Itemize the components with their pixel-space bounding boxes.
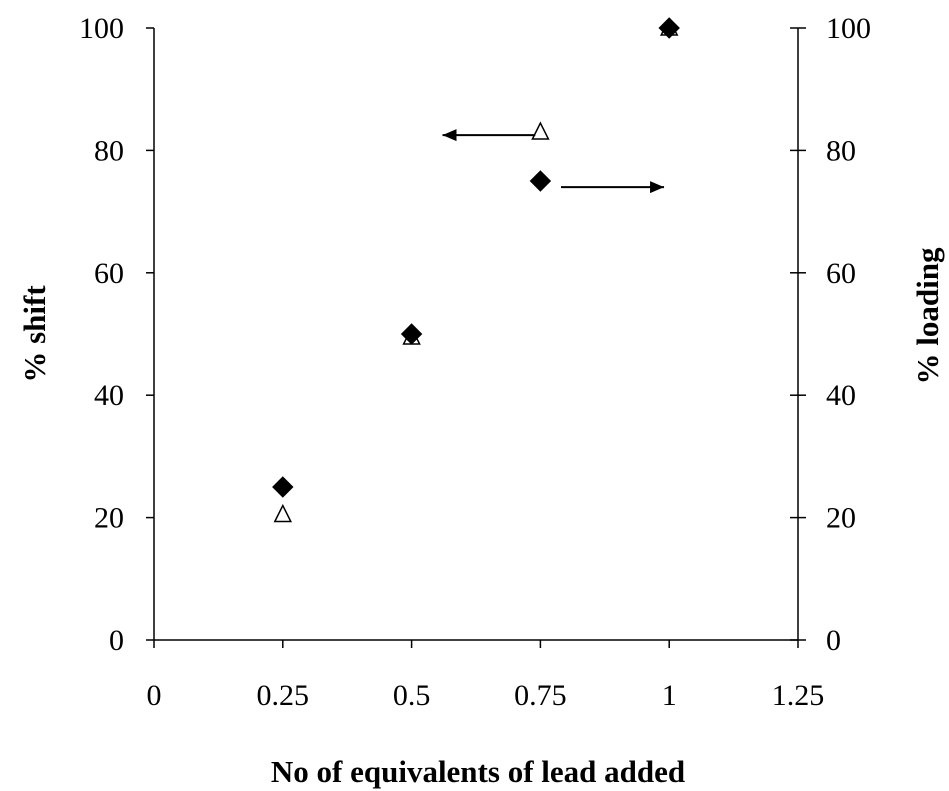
right-y-tick-label: 40 bbox=[826, 379, 856, 412]
ticks bbox=[146, 27, 806, 648]
left-y-tick-label: 100 bbox=[79, 12, 124, 45]
left-y-tick-label: 80 bbox=[94, 134, 124, 167]
data-marks bbox=[272, 17, 680, 523]
arrow-left bbox=[442, 129, 536, 142]
diamond-point bbox=[400, 323, 423, 345]
left-y-tick-label: 20 bbox=[94, 502, 124, 535]
left-y-tick-label: 60 bbox=[94, 257, 124, 290]
x-axis-title: No of equivalents of lead added bbox=[271, 754, 685, 789]
left-y-tick-label: 40 bbox=[94, 379, 124, 412]
arrow-right bbox=[561, 181, 665, 194]
right-y-tick-label: 80 bbox=[826, 134, 856, 167]
x-tick-label: 0 bbox=[147, 679, 162, 712]
right-y-tick-label: 0 bbox=[826, 624, 841, 657]
x-tick-label: 0.5 bbox=[393, 679, 431, 712]
annotations bbox=[442, 129, 665, 194]
diamond-point bbox=[529, 170, 552, 192]
diamond-point bbox=[658, 17, 680, 39]
x-tick-label: 1.25 bbox=[772, 679, 825, 712]
left-y-tick-label: 0 bbox=[109, 624, 124, 657]
x-tick-label: 0.75 bbox=[514, 679, 567, 712]
left-y-axis-title: % shift bbox=[17, 285, 52, 383]
right-y-tick-label: 60 bbox=[826, 257, 856, 290]
tick-labels: 0 0.25 0.5 0.75 1 1.2502040608010002040608010… bbox=[79, 12, 871, 712]
x-tick-label: 0.25 bbox=[257, 679, 310, 712]
triangle-point bbox=[531, 121, 550, 140]
x-tick-label: 1 bbox=[662, 679, 677, 712]
diamond-point bbox=[272, 476, 294, 498]
right-y-tick-label: 100 bbox=[826, 12, 871, 45]
right-y-tick-label: 20 bbox=[826, 502, 856, 535]
right-y-axis-title: % loading bbox=[910, 247, 945, 384]
triangle-point bbox=[273, 503, 293, 523]
axes bbox=[153, 28, 799, 641]
